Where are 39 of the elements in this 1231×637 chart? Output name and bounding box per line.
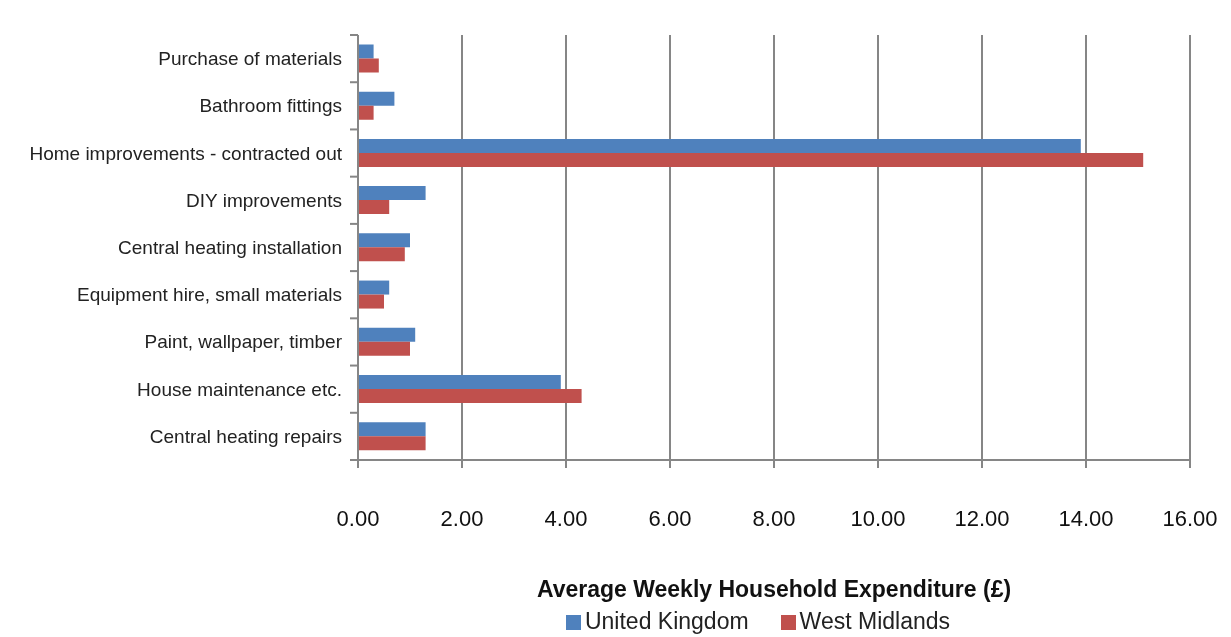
y-tick-label: Bathroom fittings <box>199 95 342 117</box>
bar <box>358 389 582 403</box>
y-tick-label: Home improvements - contracted out <box>29 142 343 164</box>
x-axis-title: Average Weekly Household Expenditure (£) <box>536 576 1012 602</box>
x-tick-label: 4.00 <box>544 505 588 531</box>
bar <box>358 294 384 309</box>
legend-label: United Kingdom <box>584 608 749 634</box>
bar <box>358 422 426 437</box>
y-tick-label: Central heating repairs <box>149 425 342 447</box>
bar <box>358 436 426 451</box>
bar <box>358 341 410 356</box>
bar <box>358 247 405 262</box>
bar <box>358 233 410 248</box>
bar <box>358 91 395 106</box>
bar <box>358 327 416 342</box>
y-tick-label: House maintenance etc. <box>137 378 342 400</box>
x-tick-label: 16.00 <box>1162 505 1218 531</box>
x-tick-label: 6.00 <box>648 505 692 531</box>
x-tick-label: 10.00 <box>850 505 906 531</box>
x-tick-label: 8.00 <box>752 505 796 531</box>
x-tick-label: 2.00 <box>440 505 484 531</box>
x-tick-label: 14.00 <box>1058 505 1114 531</box>
bar <box>358 375 561 389</box>
legend-label: West Midlands <box>799 608 951 634</box>
bar <box>358 186 426 201</box>
bar <box>358 44 374 59</box>
x-tick-label: 0.00 <box>336 505 380 531</box>
x-tick-label: 12.00 <box>954 505 1010 531</box>
bar <box>358 58 379 73</box>
y-tick-label: Central heating installation <box>118 237 342 258</box>
bar <box>358 138 1081 153</box>
bar <box>358 280 390 295</box>
y-tick-label: Purchase of materials <box>158 48 342 70</box>
bar <box>358 200 390 215</box>
y-tick-label: Equipment hire, small materials <box>76 284 342 306</box>
bar <box>358 152 1144 167</box>
y-tick-label: DIY improvements <box>186 189 342 211</box>
y-tick-label: Paint, wallpaper, timber <box>144 331 343 353</box>
bar <box>358 105 374 120</box>
